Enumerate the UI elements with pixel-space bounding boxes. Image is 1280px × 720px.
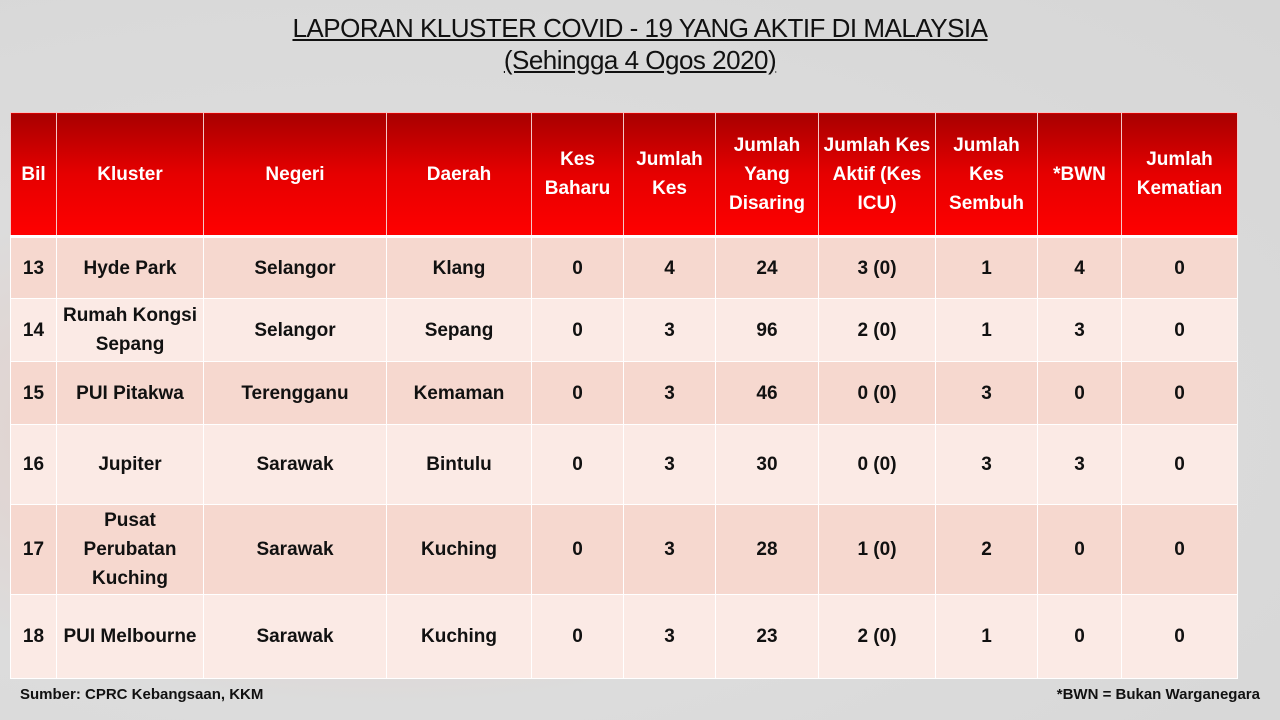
table-cell: 3 xyxy=(623,504,716,595)
table-cell: 3 xyxy=(1037,424,1122,505)
table-cell: Terengganu xyxy=(203,361,387,425)
table-cell: 3 xyxy=(623,298,716,362)
table-cell: Klang xyxy=(386,236,532,299)
column-header: Jumlah Kes Aktif (Kes ICU) xyxy=(818,112,936,238)
table-cell: 16 xyxy=(10,424,57,505)
page-title: LAPORAN KLUSTER COVID - 19 YANG AKTIF DI… xyxy=(0,12,1280,76)
table-cell: Hyde Park xyxy=(56,236,204,299)
table-cell: Sepang xyxy=(386,298,532,362)
table-cell: 28 xyxy=(715,504,819,595)
table-cell: 0 xyxy=(1121,361,1238,425)
table-cell: PUI Pitakwa xyxy=(56,361,204,425)
table-cell: 14 xyxy=(10,298,57,362)
table-cell: 0 xyxy=(531,504,624,595)
table-cell: 0 xyxy=(1121,236,1238,299)
table-cell: 0 xyxy=(1037,594,1122,679)
column-header: *BWN xyxy=(1037,112,1122,238)
table-row: 14 Rumah Kongsi Sepang Selangor Sepang 0 3 96 2… xyxy=(10,298,1238,362)
table-row: 15 PUI Pitakwa Terengganu Kemaman 0 3 46 0 (0) 3… xyxy=(10,361,1238,425)
table-cell: Sarawak xyxy=(203,504,387,595)
table-cell: Kemaman xyxy=(386,361,532,425)
table-cell: 46 xyxy=(715,361,819,425)
table-cell: 1 xyxy=(935,594,1038,679)
column-header: Kluster xyxy=(56,112,204,238)
title-line-1: LAPORAN KLUSTER COVID - 19 YANG AKTIF DI… xyxy=(292,13,988,43)
table-cell: 1 xyxy=(935,236,1038,299)
table-cell: 4 xyxy=(1037,236,1122,299)
cluster-table: Bil Kluster Negeri Daerah Kes Baharu Jumlah K… xyxy=(10,112,1238,679)
header-row: Bil Kluster Negeri Daerah Kes Baharu Jumlah K… xyxy=(10,112,1238,238)
table-cell: 1 xyxy=(935,298,1038,362)
table-cell: 3 xyxy=(1037,298,1122,362)
table-row: 18 PUI Melbourne Sarawak Kuching 0 3 23 2 (0) 1 0… xyxy=(10,594,1238,679)
column-header: Bil xyxy=(10,112,57,238)
table-cell: 3 xyxy=(623,594,716,679)
table-cell: Sarawak xyxy=(203,424,387,505)
table-cell: Bintulu xyxy=(386,424,532,505)
table-cell: Selangor xyxy=(203,298,387,362)
table-cell: 96 xyxy=(715,298,819,362)
table-cell: Pusat Perubatan Kuching xyxy=(56,504,204,595)
table-cell: 0 xyxy=(1121,298,1238,362)
table-cell: 0 xyxy=(531,236,624,299)
table-cell: 0 xyxy=(1037,504,1122,595)
table-cell: 0 xyxy=(1121,594,1238,679)
table-cell: 17 xyxy=(10,504,57,595)
table-cell: 3 (0) xyxy=(818,236,936,299)
table-cell: Jupiter xyxy=(56,424,204,505)
source-note: Sumber: CPRC Kebangsaan, KKM xyxy=(20,686,264,703)
table-cell: 0 xyxy=(531,594,624,679)
table-cell: 0 (0) xyxy=(818,361,936,425)
table-cell: 13 xyxy=(10,236,57,299)
table-cell: Kuching xyxy=(386,594,532,679)
table-cell: Sarawak xyxy=(203,594,387,679)
table-cell: 0 xyxy=(531,298,624,362)
table-row: 13 Hyde Park Selangor Klang 0 4 24 3 (0) 1 4 0 xyxy=(10,236,1238,299)
table-cell: Kuching xyxy=(386,504,532,595)
column-header: Jumlah Kes xyxy=(623,112,716,238)
table-cell: 0 xyxy=(1121,504,1238,595)
table-cell: 2 (0) xyxy=(818,298,936,362)
table-cell: 23 xyxy=(715,594,819,679)
table-cell: 2 (0) xyxy=(818,594,936,679)
table-cell: Rumah Kongsi Sepang xyxy=(56,298,204,362)
table-cell: 4 xyxy=(623,236,716,299)
table-row: 17 Pusat Perubatan Kuching Sarawak Kuching 0… xyxy=(10,504,1238,595)
column-header: Jumlah Kematian xyxy=(1121,112,1238,238)
table-cell: 0 xyxy=(1037,361,1122,425)
table-cell: PUI Melbourne xyxy=(56,594,204,679)
table-cell: 18 xyxy=(10,594,57,679)
column-header: Negeri xyxy=(203,112,387,238)
table-cell: 3 xyxy=(623,361,716,425)
table-cell: 3 xyxy=(935,361,1038,425)
table-cell: 1 (0) xyxy=(818,504,936,595)
table-cell: 0 xyxy=(531,424,624,505)
column-header: Kes Baharu xyxy=(531,112,624,238)
column-header: Jumlah Yang Disaring xyxy=(715,112,819,238)
table-row: 16 Jupiter Sarawak Bintulu 0 3 30 0 (0) 3 3 0 xyxy=(10,424,1238,505)
table-cell: 0 xyxy=(531,361,624,425)
table-cell: 3 xyxy=(935,424,1038,505)
column-header: Jumlah Kes Sembuh xyxy=(935,112,1038,238)
table-cell: 0 (0) xyxy=(818,424,936,505)
table-cell: 2 xyxy=(935,504,1038,595)
table-cell: 15 xyxy=(10,361,57,425)
table-cell: 30 xyxy=(715,424,819,505)
column-header: Daerah xyxy=(386,112,532,238)
table-cell: 24 xyxy=(715,236,819,299)
table-cell: Selangor xyxy=(203,236,387,299)
table-cell: 3 xyxy=(623,424,716,505)
title-line-2: (Sehingga 4 Ogos 2020) xyxy=(503,45,777,75)
bwn-note: *BWN = Bukan Warganegara xyxy=(1056,686,1260,703)
table-cell: 0 xyxy=(1121,424,1238,505)
